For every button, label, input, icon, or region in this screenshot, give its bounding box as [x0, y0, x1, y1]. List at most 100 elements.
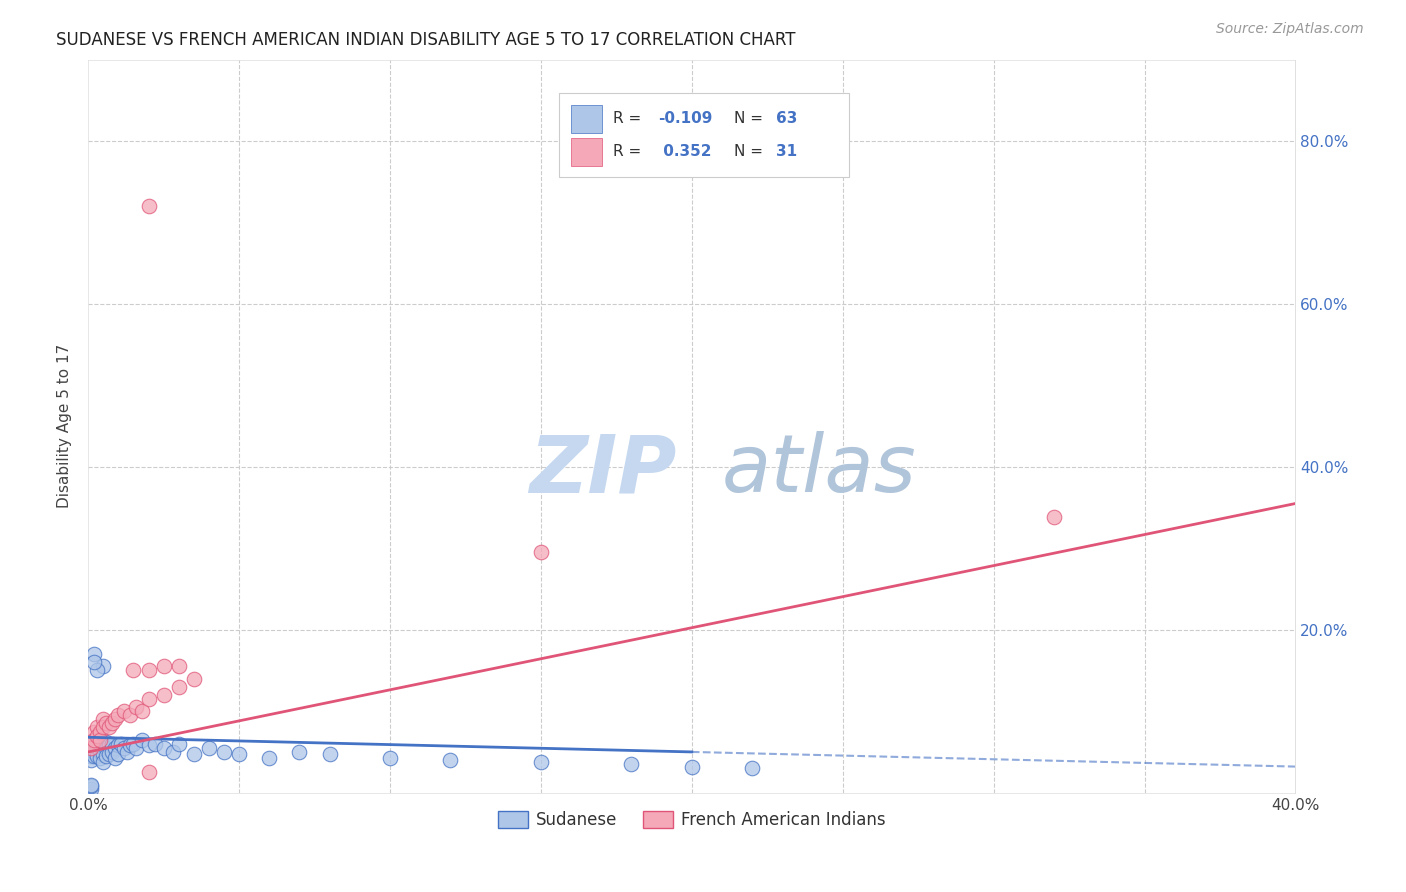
- Point: [83, 724, 105, 739]
- Point: [125, 740, 148, 755]
- Point: [80, 753, 103, 767]
- Point: [86, 721, 108, 735]
- Point: [107, 747, 129, 761]
- Point: [122, 664, 145, 678]
- Text: N =: N =: [734, 145, 768, 160]
- Point: [96, 740, 118, 755]
- Point: [101, 737, 124, 751]
- Y-axis label: Disability Age 5 to 17: Disability Age 5 to 17: [58, 344, 72, 508]
- Point: [89, 745, 111, 759]
- Point: [86, 749, 108, 764]
- Point: [80, 781, 103, 796]
- Text: Source: ZipAtlas.com: Source: ZipAtlas.com: [1216, 22, 1364, 37]
- Point: [110, 737, 132, 751]
- Point: [83, 732, 105, 747]
- Point: [138, 664, 160, 678]
- Point: [530, 545, 553, 559]
- Point: [91, 737, 114, 751]
- Point: [152, 740, 174, 755]
- Point: [80, 737, 103, 751]
- Point: [80, 749, 103, 764]
- Point: [83, 656, 105, 670]
- Point: [80, 737, 103, 751]
- Point: [91, 659, 114, 673]
- Point: [131, 732, 153, 747]
- Point: [138, 739, 160, 753]
- Point: [86, 737, 108, 751]
- Point: [107, 708, 129, 723]
- Point: [439, 753, 461, 767]
- Point: [681, 759, 703, 773]
- Legend: Sudanese, French American Indians: Sudanese, French American Indians: [491, 804, 893, 836]
- Point: [741, 761, 763, 775]
- Point: [107, 739, 129, 753]
- Point: [117, 745, 139, 759]
- Point: [125, 700, 148, 714]
- Point: [83, 647, 105, 661]
- Point: [167, 737, 190, 751]
- Point: [89, 739, 111, 753]
- Point: [96, 735, 118, 749]
- Text: R =: R =: [613, 145, 647, 160]
- Point: [89, 751, 111, 765]
- Text: SUDANESE VS FRENCH AMERICAN INDIAN DISABILITY AGE 5 TO 17 CORRELATION CHART: SUDANESE VS FRENCH AMERICAN INDIAN DISAB…: [56, 31, 796, 49]
- Point: [183, 672, 205, 686]
- Point: [98, 747, 121, 761]
- Point: [101, 716, 124, 731]
- Point: [86, 729, 108, 743]
- Point: [96, 749, 118, 764]
- Text: N =: N =: [734, 112, 768, 127]
- Text: 0.352: 0.352: [658, 145, 711, 160]
- Point: [86, 664, 108, 678]
- Point: [143, 737, 166, 751]
- Bar: [560, 93, 849, 177]
- Point: [86, 740, 108, 755]
- Point: [101, 745, 124, 759]
- Point: [122, 737, 145, 751]
- Point: [183, 747, 205, 761]
- Point: [91, 747, 114, 761]
- Text: atlas: atlas: [723, 431, 917, 509]
- Point: [212, 745, 235, 759]
- Point: [530, 755, 553, 769]
- Point: [89, 732, 111, 747]
- Text: ZIP: ZIP: [529, 431, 676, 509]
- Point: [96, 716, 118, 731]
- Point: [378, 751, 401, 765]
- Point: [138, 199, 160, 213]
- Point: [167, 659, 190, 673]
- Point: [83, 749, 105, 764]
- Point: [138, 692, 160, 706]
- Point: [167, 680, 190, 694]
- Point: [80, 779, 103, 793]
- Point: [1043, 510, 1066, 524]
- Text: R =: R =: [613, 112, 647, 127]
- Point: [80, 745, 103, 759]
- Point: [91, 712, 114, 726]
- Point: [104, 751, 127, 765]
- Point: [83, 745, 105, 759]
- Text: -0.109: -0.109: [658, 112, 713, 127]
- Point: [80, 740, 103, 755]
- Point: [104, 712, 127, 726]
- Point: [257, 751, 280, 765]
- Point: [80, 777, 103, 791]
- Point: [89, 732, 111, 747]
- Point: [198, 740, 221, 755]
- Point: [120, 739, 142, 753]
- Point: [112, 704, 135, 718]
- Point: [80, 740, 103, 755]
- Point: [91, 755, 114, 769]
- Point: [620, 757, 643, 772]
- Point: [131, 704, 153, 718]
- Point: [152, 688, 174, 702]
- Point: [152, 659, 174, 673]
- Point: [162, 745, 184, 759]
- Point: [120, 708, 142, 723]
- Point: [228, 747, 250, 761]
- Text: 63: 63: [776, 112, 797, 127]
- Point: [104, 740, 127, 755]
- Bar: [571, 105, 602, 133]
- Point: [318, 747, 340, 761]
- Point: [89, 724, 111, 739]
